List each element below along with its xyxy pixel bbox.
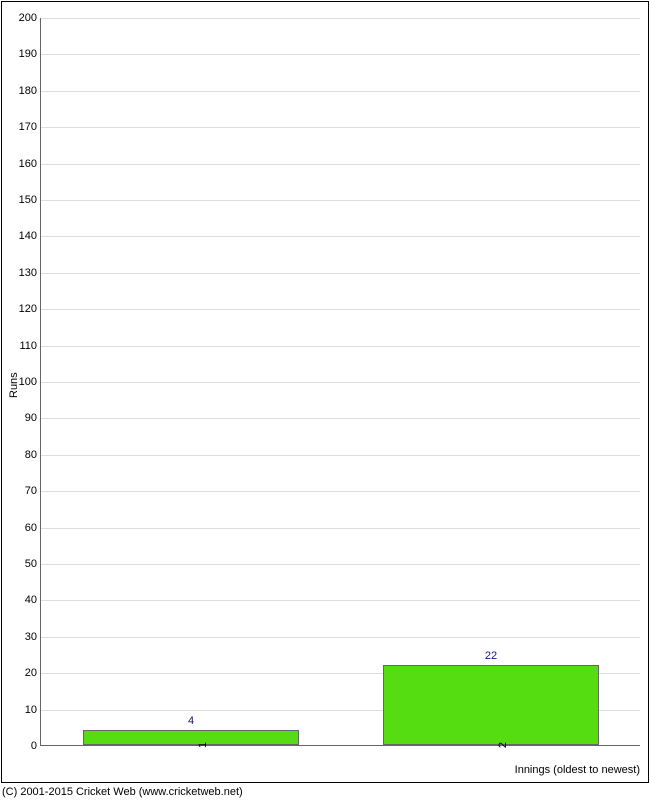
y-tick-label: 10 [25,704,41,716]
chart-container: 0 10 20 30 40 50 60 70 80 90 100 110 120 130 140 150 160… [0,0,650,800]
gridline [41,309,640,310]
gridline [41,273,640,274]
y-tick-label: 180 [19,85,41,97]
gridline [41,91,640,92]
plot-area: 0102030405060708090100110120130140150160… [40,18,640,746]
y-tick-label: 140 [19,230,41,242]
gridline [41,382,640,383]
bar-value-label: 22 [485,650,497,662]
bar-value-label: 4 [188,715,194,727]
gridline [41,564,640,565]
copyright-text: (C) 2001-2015 Cricket Web (www.cricketwe… [2,786,243,798]
y-tick-label: 110 [19,340,41,352]
y-tick-label: 0 [31,740,41,752]
gridline [41,18,640,19]
gridline [41,491,640,492]
gridline [41,164,640,165]
gridline [41,418,640,419]
y-tick-label: 200 [19,12,41,24]
gridline [41,455,640,456]
y-tick-label: 120 [19,303,41,315]
gridline [41,54,640,55]
y-tick-label: 90 [25,412,41,424]
gridline [41,637,640,638]
gridline [41,127,640,128]
y-tick-label: 20 [25,667,41,679]
y-tick-label: 50 [25,558,41,570]
y-tick-label: 170 [19,121,41,133]
x-tick-label: 2 [491,742,509,748]
gridline [41,200,640,201]
x-axis-label: Innings (oldest to newest) [515,764,640,776]
y-tick-label: 30 [25,631,41,643]
y-tick-label: 190 [19,48,41,60]
gridline [41,236,640,237]
y-tick-label: 100 [19,376,41,388]
y-tick-label: 130 [19,267,41,279]
gridline [41,528,640,529]
gridline [41,346,640,347]
y-tick-label: 40 [25,594,41,606]
x-tick-label: 1 [191,742,209,748]
gridline [41,600,640,601]
y-tick-label: 150 [19,194,41,206]
y-tick-label: 80 [25,449,41,461]
y-tick-label: 60 [25,522,41,534]
y-tick-label: 160 [19,158,41,170]
y-tick-label: 70 [25,485,41,497]
bar [383,665,599,745]
y-axis-label: Runs [8,372,20,398]
